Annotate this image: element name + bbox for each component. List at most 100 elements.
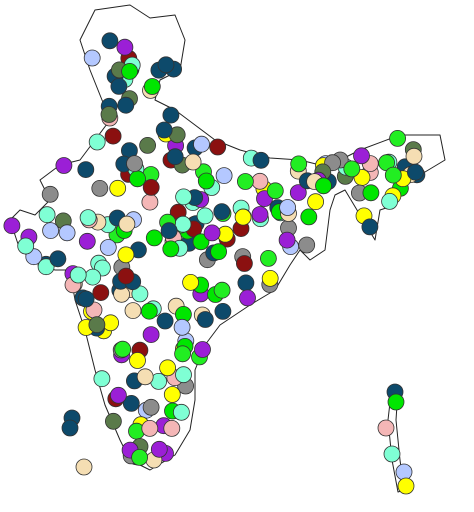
location-dot [160, 222, 178, 240]
location-dot [131, 448, 149, 466]
location-dot [162, 240, 180, 258]
location-dot [150, 440, 168, 458]
location-dot [91, 179, 109, 197]
location-dot [213, 203, 231, 221]
location-dot [55, 157, 73, 174]
location-dot [104, 127, 122, 145]
location-dot [126, 155, 143, 173]
location-dot [143, 78, 161, 95]
location-dot [140, 302, 158, 320]
location-dot [377, 419, 395, 437]
location-dot [124, 302, 142, 320]
location-dot [142, 178, 160, 196]
location-dot [114, 340, 132, 358]
location-dot [395, 463, 413, 481]
location-dot [193, 135, 210, 153]
location-dot [194, 341, 211, 358]
location-dot [387, 393, 405, 411]
location-dot [42, 222, 59, 240]
location-dot [237, 274, 255, 292]
location-dot [405, 147, 423, 165]
location-dot [235, 255, 253, 272]
location-dot [384, 166, 402, 184]
location-dot [381, 192, 399, 210]
location-dot [101, 32, 119, 50]
location-dot [290, 155, 308, 173]
location-dot [389, 129, 407, 147]
location-dot [88, 133, 106, 151]
location-dot [214, 302, 232, 320]
location-dot [129, 170, 146, 188]
location-dot [41, 185, 59, 203]
location-dot [129, 352, 146, 369]
location-dot [110, 386, 127, 404]
location-dot [77, 161, 95, 179]
location-dot [116, 38, 134, 56]
location-dot [353, 147, 370, 165]
location-dot [118, 215, 136, 233]
location-dot [172, 403, 190, 421]
location-dot [315, 177, 332, 195]
location-dot [307, 193, 325, 211]
location-dot [83, 49, 101, 67]
location-dot [239, 289, 256, 307]
location-dot [209, 138, 227, 156]
location-dot [298, 236, 316, 254]
location-dot [362, 184, 380, 202]
location-dot [122, 394, 140, 412]
location-dot [361, 218, 379, 236]
location-dot [139, 136, 157, 154]
location-dot [234, 208, 252, 226]
location-dot [17, 237, 35, 255]
location-dot [93, 370, 111, 388]
location-dot [166, 148, 184, 166]
location-dot [196, 207, 214, 225]
location-dot [58, 224, 76, 242]
location-dot [182, 273, 200, 291]
location-dot [109, 179, 127, 197]
location-dot [343, 160, 361, 178]
location-dot [136, 368, 154, 386]
location-dot [251, 172, 269, 190]
location-dot [383, 445, 401, 463]
location-dot [259, 249, 277, 267]
location-dot [92, 284, 110, 302]
location-dot [69, 266, 87, 284]
location-dot [75, 458, 93, 476]
location-dot [215, 167, 233, 185]
location-dot [61, 419, 79, 437]
location-dot [175, 188, 193, 206]
location-dot [157, 56, 175, 74]
location-dot [406, 163, 424, 181]
location-dot [117, 246, 135, 264]
location-dot [142, 398, 160, 416]
location-dot [49, 250, 67, 268]
location-dot [117, 96, 135, 114]
location-dot [145, 229, 163, 247]
location-dot [197, 172, 215, 190]
location-dot [141, 419, 159, 437]
location-dot [141, 193, 159, 211]
location-dot [261, 269, 279, 287]
location-dot [117, 267, 135, 285]
location-dot [300, 208, 318, 226]
location-dot [37, 258, 55, 276]
location-dot [213, 281, 231, 299]
location-dot [163, 386, 181, 403]
location-dot [100, 106, 118, 123]
location-dot [110, 78, 128, 95]
location-dot [78, 232, 96, 250]
location-dot [252, 151, 270, 169]
location-dot [174, 345, 192, 363]
location-dot [266, 182, 284, 200]
location-dot [173, 318, 191, 336]
location-dot [251, 206, 269, 223]
location-dot [289, 184, 307, 202]
location-dot [163, 419, 181, 437]
location-dot [3, 217, 21, 235]
location-dot [184, 153, 202, 171]
location-dot [99, 239, 117, 256]
location-dot [155, 121, 173, 139]
location-dot [84, 268, 102, 286]
